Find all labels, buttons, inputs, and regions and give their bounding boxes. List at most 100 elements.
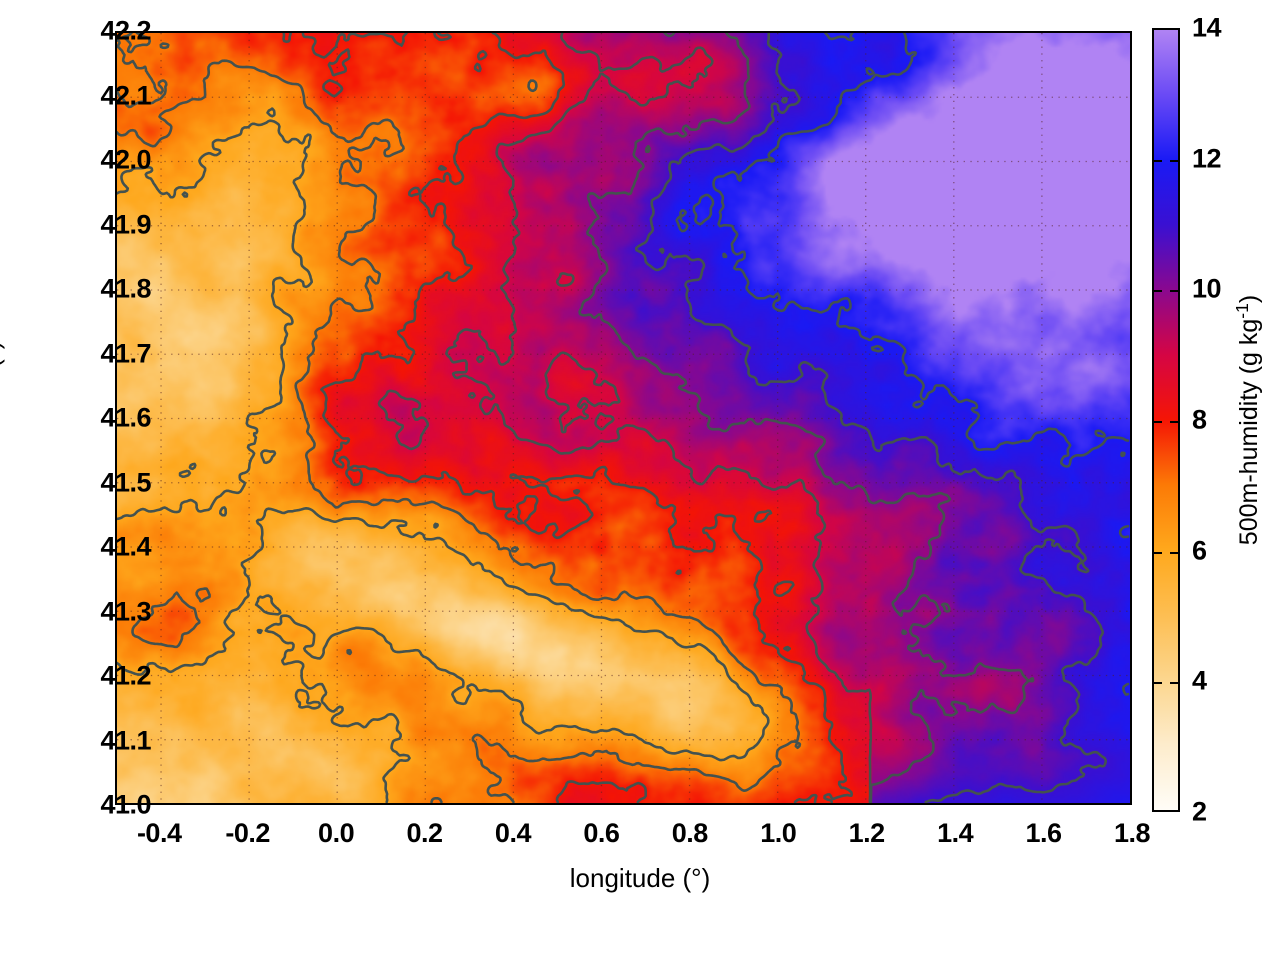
y-tick-minor-right [1130, 258, 1132, 260]
colorbar-tick-right [1170, 159, 1178, 162]
y-tick-major-right [1130, 677, 1132, 679]
x-tick-major-top [602, 31, 604, 33]
y-tick-minor-right [1130, 516, 1132, 518]
colorbar-title-main: 500m-humidity (g kg [1235, 318, 1264, 546]
y-tick-major-right [1130, 548, 1132, 550]
x-tick-minor [293, 803, 295, 805]
x-tick-minor [1000, 803, 1002, 805]
x-tick-label: 0.2 [406, 818, 443, 848]
colorbar-tick-label: 10 [1192, 273, 1222, 304]
colorbar-tick-label: 6 [1192, 535, 1207, 566]
y-tick-major-right [1130, 32, 1132, 34]
y-tick-label: 41.5 [100, 467, 151, 497]
y-tick-minor [115, 580, 117, 582]
y-tick-label: 41.7 [100, 338, 151, 368]
y-tick-minor-right [1130, 387, 1132, 389]
x-tick-minor-top [204, 31, 206, 33]
y-tick-major-right [1130, 484, 1132, 486]
y-tick-major-right [1130, 97, 1132, 99]
y-tick-minor-right [1130, 709, 1132, 711]
x-tick-major [868, 803, 870, 805]
y-tick-minor-right [1130, 580, 1132, 582]
colorbar[interactable] [1152, 28, 1180, 812]
y-tick-minor-right [1130, 774, 1132, 776]
x-tick-label: -0.2 [225, 818, 270, 848]
plot-area[interactable] [115, 31, 1132, 805]
x-tick-major [426, 803, 428, 805]
x-tick-major [160, 803, 162, 805]
y-tick-minor-right [1130, 451, 1132, 453]
colorbar-gradient [1154, 30, 1178, 810]
x-tick-major-top [160, 31, 162, 33]
y-tick-label: 42.1 [100, 80, 151, 110]
x-tick-major [337, 803, 339, 805]
colorbar-tick-label: 8 [1192, 404, 1207, 435]
y-tick-minor [115, 774, 117, 776]
x-tick-minor-top [1000, 31, 1002, 33]
y-tick-minor [115, 129, 117, 131]
x-tick-label: 0.4 [494, 818, 532, 848]
y-tick-minor [115, 709, 117, 711]
x-tick-major [956, 803, 958, 805]
y-tick-major-right [1130, 355, 1132, 357]
x-tick-major-top [691, 31, 693, 33]
y-tick-minor-right [1130, 322, 1132, 324]
x-tick-label: 0.8 [671, 818, 709, 848]
x-tick-minor-top [647, 31, 649, 33]
y-tick-label: 41.6 [100, 402, 151, 433]
colorbar-tick-label: 4 [1192, 665, 1207, 696]
y-tick-major-right [1130, 226, 1132, 228]
x-tick-label: 1.0 [760, 818, 797, 848]
x-tick-minor [470, 803, 472, 805]
x-tick-major [779, 803, 781, 805]
y-axis-title: latitude (°) [0, 340, 6, 456]
colorbar-tick-right [1170, 290, 1178, 293]
x-tick-label: 0.6 [583, 818, 620, 848]
y-tick-major-right [1130, 419, 1132, 421]
x-tick-major [602, 803, 604, 805]
y-tick-major-right [1130, 613, 1132, 615]
y-tick-label: 41.8 [100, 273, 151, 304]
x-tick-minor-top [823, 31, 825, 33]
y-tick-minor [115, 645, 117, 647]
y-tick-label: 41.0 [100, 789, 151, 820]
x-tick-minor-top [735, 31, 737, 33]
x-tick-minor-top [470, 31, 472, 33]
x-tick-minor-top [558, 31, 560, 33]
heatmap-canvas [117, 33, 1130, 803]
y-tick-minor [115, 258, 117, 260]
x-tick-minor [912, 803, 914, 805]
x-tick-label: 1.2 [848, 818, 886, 848]
x-tick-minor-top [912, 31, 914, 33]
colorbar-tick-left [1154, 159, 1162, 162]
y-tick-minor [115, 451, 117, 453]
colorbar-tick-right [1170, 551, 1178, 554]
x-tick-label: 1.8 [1113, 818, 1151, 848]
x-tick-major [691, 803, 693, 805]
x-tick-label: 1.4 [937, 818, 974, 848]
x-tick-major-top [1045, 31, 1047, 33]
x-tick-major-top [956, 31, 958, 33]
x-tick-major-top [249, 31, 251, 33]
x-tick-label: 1.6 [1025, 818, 1063, 848]
x-tick-major-top [868, 31, 870, 33]
y-tick-label: 42.2 [100, 15, 151, 46]
x-tick-label: -0.4 [136, 818, 182, 848]
y-tick-minor-right [1130, 645, 1132, 647]
colorbar-title: 500m-humidity (g kg-1) [1232, 295, 1264, 545]
x-tick-minor-top [381, 31, 383, 33]
y-tick-minor [115, 64, 117, 66]
humidity-heatmap-field [117, 33, 1130, 803]
x-tick-label: 0.0 [318, 818, 355, 848]
x-tick-minor-top [293, 31, 295, 33]
x-tick-minor [823, 803, 825, 805]
y-tick-minor-right [1130, 64, 1132, 66]
y-tick-major-right [1130, 290, 1132, 292]
colorbar-tick-label: 2 [1192, 796, 1207, 827]
y-tick-label: 42.0 [100, 144, 151, 175]
colorbar-title-exponent: -1 [1231, 303, 1252, 319]
y-tick-minor [115, 322, 117, 324]
x-tick-minor [735, 803, 737, 805]
x-tick-major-top [426, 31, 428, 33]
